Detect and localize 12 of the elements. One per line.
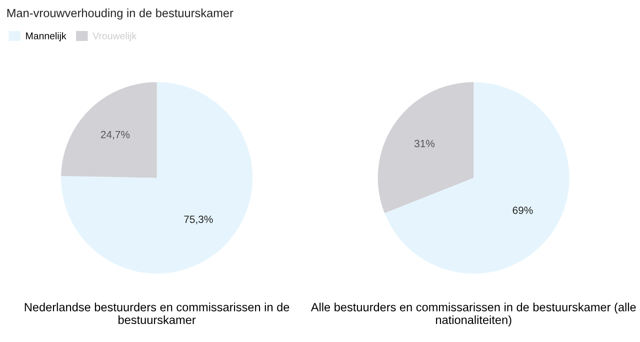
pie-slice [378,82,474,214]
data-label: 31% [414,140,435,148]
pie-slice [61,82,253,274]
data-label: 69% [512,206,533,214]
pie-slice [384,82,570,274]
chart-title: Man-vrouwverhouding in de bestuurskamer [7,8,234,20]
text: Alle bestuurders en commissarissen in de bestuurskamer (alle nationaliteiten) [310,302,636,326]
data-label: 24,7% [100,130,130,140]
data-label: 75,3% [184,216,213,224]
pie-slice [61,82,157,178]
legend-label: Mannelijk [26,32,66,42]
text: Nederlandse bestuurders en commissarissen in de bestuurskamer [24,302,290,324]
